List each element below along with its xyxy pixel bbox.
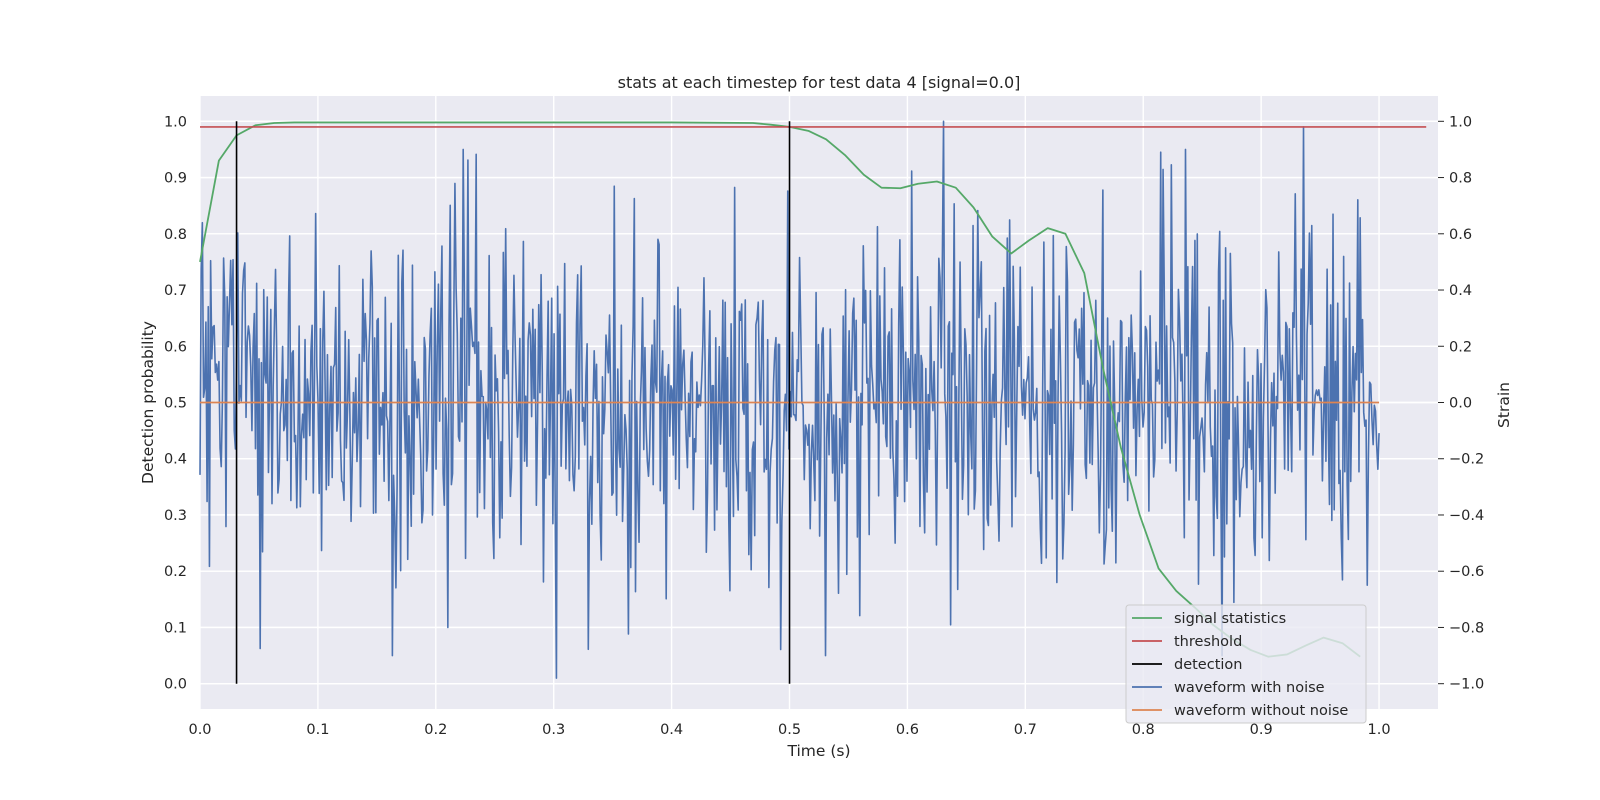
y-left-tick-label: 0.4 — [164, 452, 187, 468]
x-tick-label: 0.7 — [1014, 722, 1037, 738]
chart-title: stats at each timestep for test data 4 [… — [618, 73, 1021, 92]
y-right-tick-label: 0.4 — [1449, 283, 1472, 299]
y-right-tick-label: −0.4 — [1449, 508, 1484, 524]
x-tick-label: 0.0 — [188, 722, 211, 738]
legend: signal statistics threshold detection wavef… — [1125, 604, 1367, 724]
y-left-tick-label: 0.5 — [164, 396, 187, 412]
legend-label: signal statistics — [1174, 611, 1286, 627]
y-right-tick-label: 0.0 — [1449, 396, 1472, 412]
x-tick-label: 0.1 — [306, 722, 329, 738]
legend-label: detection — [1174, 657, 1242, 673]
legend-label: waveform with noise — [1174, 680, 1325, 696]
y-axis-left-ticks: 0.0 0.1 0.2 0.3 0.4 0.5 0.6 0.7 0.8 0.9 1.0 — [164, 114, 187, 692]
y-right-tick-label: −0.6 — [1449, 564, 1484, 580]
y-right-tick-label: −1.0 — [1449, 677, 1484, 693]
y-left-tick-label: 0.7 — [164, 283, 187, 299]
x-tick-label: 0.5 — [778, 722, 801, 738]
legend-label: threshold — [1174, 634, 1242, 650]
x-axis-label: Time (s) — [786, 742, 850, 760]
x-axis-ticks: 0.0 0.1 0.2 0.3 0.4 0.5 0.6 0.7 0.8 0.9 1.0 — [188, 722, 1390, 738]
y-left-tick-label: 1.0 — [164, 114, 187, 130]
legend-box — [1125, 604, 1367, 724]
y-right-tick-label: 0.2 — [1449, 339, 1472, 355]
y-left-tick-label: 0.8 — [164, 227, 187, 243]
y-left-tick-label: 0.9 — [164, 171, 187, 187]
x-tick-label: 0.9 — [1250, 722, 1273, 738]
x-tick-label: 0.8 — [1132, 722, 1155, 738]
x-tick-label: 1.0 — [1368, 722, 1391, 738]
legend-label: waveform without noise — [1174, 703, 1348, 719]
y-axis-left-label: Detection probability — [139, 321, 157, 484]
y-axis-right-label: Strain — [1495, 382, 1513, 428]
y-right-tick-label: −0.8 — [1449, 620, 1484, 636]
y-right-tick-label: −0.2 — [1449, 452, 1484, 468]
x-tick-label: 0.4 — [660, 722, 683, 738]
y-axis-right-ticks: −1.0 −0.8 −0.6 −0.4 −0.2 0.0 0.2 0.4 0.6 0.8 1.0 — [1438, 114, 1484, 693]
y-left-tick-label: 0.2 — [164, 564, 187, 580]
y-right-tick-label: 0.6 — [1449, 227, 1472, 243]
y-left-tick-label: 0.1 — [164, 620, 187, 636]
y-right-tick-label: 1.0 — [1449, 114, 1472, 130]
x-tick-label: 0.6 — [896, 722, 919, 738]
y-left-tick-label: 0.3 — [164, 508, 187, 524]
y-right-tick-label: 0.8 — [1449, 171, 1472, 187]
x-tick-label: 0.2 — [424, 722, 447, 738]
y-left-tick-label: 0.0 — [164, 677, 187, 693]
y-left-tick-label: 0.6 — [164, 339, 187, 355]
x-tick-label: 0.3 — [542, 722, 565, 738]
